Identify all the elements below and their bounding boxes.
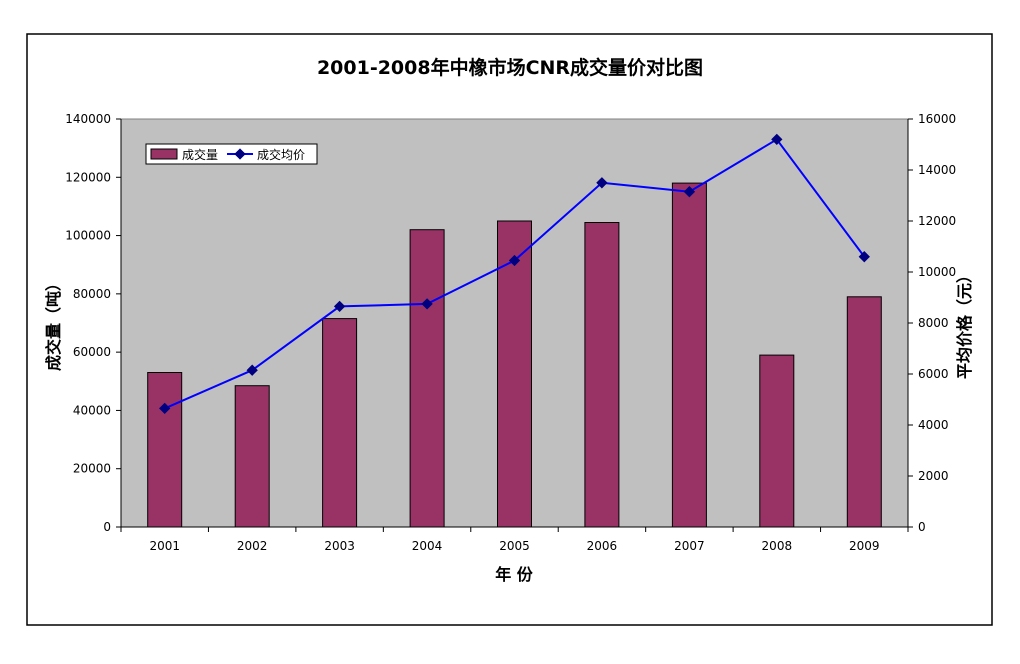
x-tick-label: 2005 [499, 539, 530, 553]
chart-title: 2001-2008年中橡市场CNR成交量价对比图 [317, 56, 703, 79]
y-tick-label: 20000 [73, 462, 111, 476]
y2-tick-label: 10000 [918, 265, 956, 279]
axes-group: 0 20000 40000 60000 80000 100000 120000 140000 0… [65, 112, 956, 553]
y2-tick-label: 2000 [918, 469, 949, 483]
bar-2002 [234, 385, 270, 528]
price-point-2004 [421, 298, 433, 310]
legend-bar-label: 成交量 [182, 147, 218, 162]
bar-2008 [759, 354, 795, 528]
y-axis-label: 成交量（吨） [44, 275, 63, 371]
price-point-2008 [771, 133, 783, 146]
x-tick-label: 2006 [587, 539, 618, 553]
x-tick-label: 2003 [324, 539, 355, 553]
price-point-2001 [159, 402, 171, 415]
price-point-2003 [333, 300, 346, 313]
y2-tick-label: 16000 [918, 112, 956, 126]
bar-2003 [322, 318, 358, 528]
x-tick-label: 2009 [849, 539, 880, 553]
y-tick-label: 80000 [73, 287, 111, 301]
y2-tick-label: 12000 [918, 214, 956, 228]
x-axis-label: 年 份 [495, 565, 534, 584]
bar-2007 [671, 182, 707, 528]
bars-group [147, 182, 882, 528]
y-tick-label: 140000 [65, 112, 111, 126]
price-point-2005 [508, 254, 521, 267]
y2-tick-label: 8000 [918, 316, 949, 330]
bar-2006 [584, 222, 620, 528]
bar-2004 [409, 229, 445, 528]
y2-tick-label: 4000 [918, 418, 949, 432]
x-tick-label: 2008 [762, 539, 793, 553]
y-tick-label: 0 [103, 520, 111, 534]
legend-line-label: 成交均价 [257, 147, 305, 162]
bar-2009 [846, 296, 882, 528]
y-tick-label: 100000 [65, 229, 111, 243]
price-point-2002 [246, 364, 258, 376]
y2-axis-label: 平均价格（元） [955, 267, 974, 379]
legend-bar-swatch [150, 148, 178, 160]
price-point-2007 [683, 186, 696, 198]
y2-tick-label: 0 [918, 520, 926, 534]
y2-tick-label: 6000 [918, 367, 949, 381]
y-tick-label: 120000 [65, 170, 111, 184]
price-point-2009 [858, 251, 870, 263]
x-tick-label: 2002 [237, 539, 268, 553]
price-point-2006 [596, 177, 608, 189]
legend: 成交量 成交均价 [145, 143, 318, 165]
bar-2001 [147, 372, 183, 528]
y-tick-label: 40000 [73, 403, 111, 417]
x-tick-label: 2001 [149, 539, 180, 553]
legend-line-marker [234, 148, 246, 160]
y-tick-label: 60000 [73, 345, 111, 359]
x-tick-label: 2007 [674, 539, 705, 553]
y2-tick-label: 14000 [918, 163, 956, 177]
line-series-group [159, 133, 870, 415]
x-tick-label: 2004 [412, 539, 443, 553]
